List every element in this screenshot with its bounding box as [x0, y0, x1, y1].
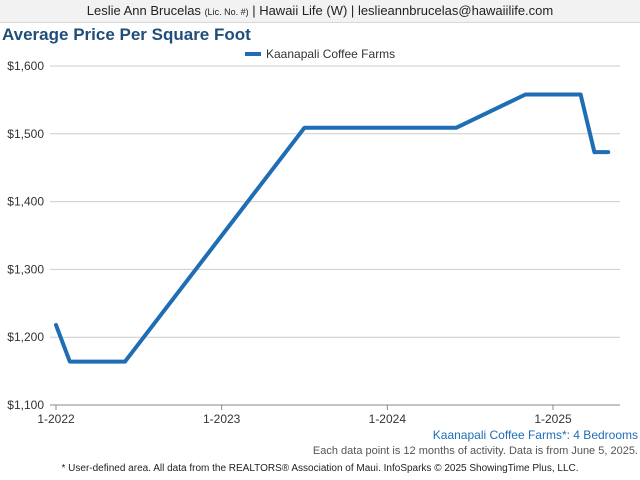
y-tick-label: $1,600	[7, 59, 44, 73]
series-footnote: Kaanapali Coffee Farms*: 4 Bedrooms	[432, 428, 638, 442]
y-tick-label: $1,100	[7, 398, 44, 412]
chart-title: Average Price Per Square Foot	[2, 25, 251, 44]
y-tick-label: $1,400	[7, 195, 44, 209]
legend-label-kaanapali-coffee-farms: Kaanapali Coffee Farms	[266, 47, 395, 61]
series-line-kaanapali-coffee-farms	[54, 92, 611, 364]
x-tick-label: 1-2024	[369, 412, 407, 426]
y-tick-label: $1,200	[7, 330, 44, 344]
data-credit: * User-defined area. All data from the R…	[61, 463, 579, 474]
license-number: (Lic. No. #)	[204, 7, 249, 17]
axes: $1,100 $1,200 $1,300 $1,400 $1,500 $1,600 1-20…	[7, 59, 620, 426]
agent-name: Leslie Ann Brucelas	[86, 3, 201, 18]
brokerage: | Hawaii Life (W) |	[252, 3, 355, 18]
legend: Kaanapali Coffee Farms	[245, 47, 395, 61]
x-tick-label: 1-2025	[534, 412, 572, 426]
y-tick-label: $1,500	[7, 127, 44, 141]
agent-header: Leslie Ann Brucelas (Lic. No. #) | Hawai…	[0, 0, 640, 23]
grid-lines	[50, 65, 620, 406]
x-tick-label: 1-2023	[203, 412, 241, 426]
agent-email[interactable]: leslieannbrucelas@hawaiilife.com	[357, 3, 554, 18]
data-note: Each data point is 12 months of activity…	[312, 445, 638, 457]
line-chart: $1,100 $1,200 $1,300 $1,400 $1,500 $1,600 1-20…	[7, 47, 620, 426]
y-tick-label: $1,300	[7, 262, 44, 276]
series-layer	[54, 92, 611, 364]
x-tick-label: 1-2022	[37, 412, 75, 426]
